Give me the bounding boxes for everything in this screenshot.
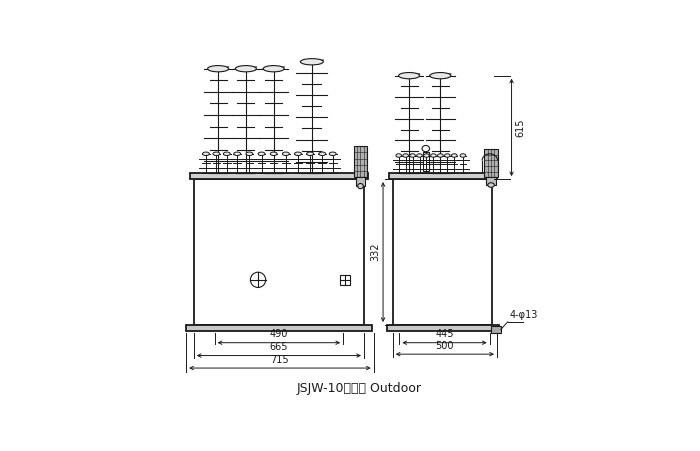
Ellipse shape [202, 152, 209, 156]
Bar [491, 326, 500, 333]
Text: 665: 665 [270, 342, 288, 352]
Ellipse shape [329, 152, 336, 156]
Bar [340, 275, 350, 285]
Bar [194, 179, 364, 325]
Bar [356, 177, 365, 186]
Ellipse shape [300, 59, 323, 65]
Bar [186, 325, 372, 331]
Ellipse shape [223, 152, 230, 156]
Ellipse shape [358, 184, 363, 189]
Ellipse shape [402, 154, 408, 157]
Text: 490: 490 [270, 329, 288, 339]
Ellipse shape [398, 73, 419, 79]
Ellipse shape [430, 154, 436, 157]
Ellipse shape [460, 154, 466, 157]
Text: 615: 615 [515, 118, 525, 137]
Text: 445: 445 [435, 329, 454, 339]
Ellipse shape [234, 152, 241, 156]
Ellipse shape [424, 154, 429, 157]
Ellipse shape [430, 73, 451, 79]
Bar [423, 152, 429, 171]
Ellipse shape [282, 152, 289, 156]
Ellipse shape [270, 152, 277, 156]
Ellipse shape [444, 154, 450, 157]
Ellipse shape [307, 152, 314, 156]
Bar [393, 179, 492, 325]
Bar [389, 173, 496, 179]
Ellipse shape [416, 154, 422, 157]
Bar [190, 173, 368, 179]
Ellipse shape [318, 152, 326, 156]
Text: 715: 715 [271, 354, 289, 364]
Ellipse shape [258, 152, 265, 156]
Ellipse shape [295, 152, 302, 156]
Ellipse shape [208, 65, 229, 72]
Ellipse shape [263, 65, 284, 72]
Ellipse shape [213, 152, 220, 156]
Ellipse shape [488, 183, 494, 187]
Ellipse shape [396, 154, 402, 157]
Text: 500: 500 [435, 341, 454, 351]
Text: JSJW-10户外型 Outdoor: JSJW-10户外型 Outdoor [296, 382, 421, 395]
Text: 4-φ13: 4-φ13 [510, 310, 538, 320]
Ellipse shape [452, 154, 457, 157]
Ellipse shape [410, 154, 415, 157]
Ellipse shape [246, 152, 253, 156]
Bar [387, 325, 498, 331]
Ellipse shape [438, 154, 443, 157]
Text: 332: 332 [370, 243, 380, 261]
Bar [484, 149, 498, 177]
Bar [486, 177, 496, 185]
Ellipse shape [235, 65, 256, 72]
Bar [354, 146, 368, 177]
